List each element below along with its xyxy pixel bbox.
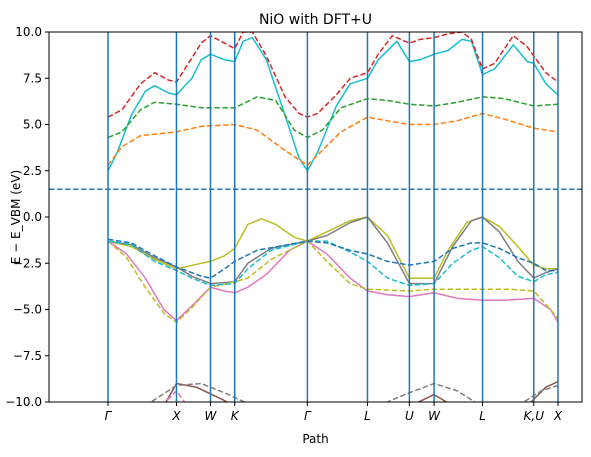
x-tick-label-8: L	[479, 409, 486, 423]
band-line-16	[522, 384, 559, 402]
band-line-9	[107, 238, 558, 279]
band-line-11	[149, 382, 247, 402]
y-axis-label: E − E_VBM (eV)	[9, 170, 23, 264]
x-axis-label: Path	[302, 432, 328, 446]
x-tick-label-5: L	[364, 409, 371, 423]
kpoint-lines	[107, 32, 559, 402]
y-tick-label: −10.0	[5, 395, 42, 409]
y-tick-label: 10.0	[15, 25, 42, 39]
x-tick-label-3: K	[231, 409, 240, 423]
y-tick-label: −2.5	[13, 256, 42, 270]
x-tick-label-0: Γ	[105, 409, 113, 423]
y-tick-label: 0.0	[23, 210, 42, 224]
chart-title: NiO with DFT+U	[259, 12, 372, 28]
x-tick-label-10: X	[553, 409, 563, 423]
band-line-7	[107, 240, 559, 324]
band-line-10	[165, 382, 229, 402]
y-tick-label: 5.0	[23, 118, 42, 132]
band-line-5	[107, 216, 559, 285]
x-tick-label-4: Γ	[304, 409, 312, 423]
band-line-2	[107, 96, 559, 139]
band-line-8	[107, 240, 559, 287]
band-line-1	[107, 32, 559, 118]
band-line-12	[164, 390, 186, 402]
x-tick-label-1: X	[171, 409, 181, 423]
x-axis-ticks: Γ X W K Γ L U W L K,U X	[105, 402, 563, 423]
x-tick-label-7: W	[428, 409, 441, 423]
x-tick-label-2: W	[205, 409, 218, 423]
y-axis-ticks: −10.0 −7.5 −5.0 −2.5 0.0 2.5 5.0 7.5 10.0	[5, 25, 49, 409]
band-line-4	[107, 216, 558, 279]
y-tick-label: −7.5	[13, 349, 42, 363]
band-line-3	[107, 112, 559, 166]
y-tick-label: 2.5	[23, 164, 42, 178]
y-tick-label: −5.0	[13, 303, 42, 317]
y-tick-label: 7.5	[23, 71, 42, 85]
x-tick-label-9: K,U	[524, 409, 545, 423]
x-tick-label-6: U	[405, 409, 414, 423]
